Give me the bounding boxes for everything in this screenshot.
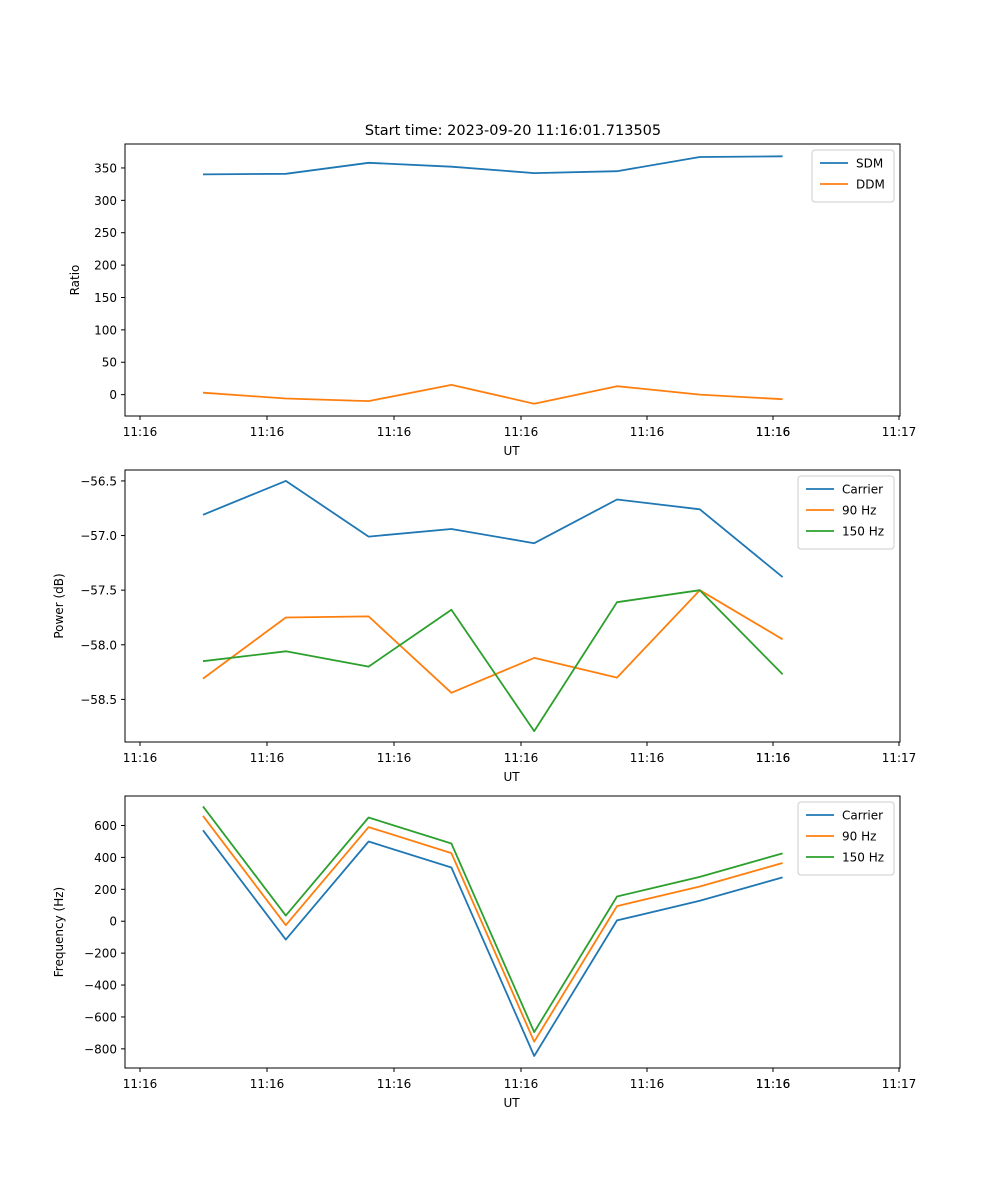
y-axis-label: Frequency (Hz) — [52, 887, 66, 978]
y-tick-label: 0 — [109, 388, 117, 402]
y-tick-label: 100 — [94, 323, 117, 337]
x-tick-label: 11:16 — [630, 751, 665, 765]
y-tick-label: 200 — [94, 259, 117, 273]
x-tick-label: 11:16 — [250, 425, 285, 439]
y-axis-label: Power (dB) — [52, 573, 66, 638]
plot-frame — [124, 143, 901, 417]
subplot-3: −800 −600 −400 −200 0 200 400 600 11:16 11:16 11:1… — [52, 795, 917, 1110]
x-tick-label: 11:16 — [504, 751, 539, 765]
x-tick-label: 11:16 — [504, 1077, 539, 1091]
y-tick-label: −58.0 — [80, 638, 117, 652]
x-tick-label-end: 11:17 — [882, 751, 917, 765]
x-tick-label-end: 11:17 — [882, 425, 917, 439]
series-line-90-hz — [202, 815, 783, 1043]
legend: Carrier 90 Hz 150 Hz — [797, 801, 895, 876]
x-tick-label: 11:16 — [756, 425, 791, 439]
legend-entry: 150 Hz — [842, 525, 884, 539]
x-tick-label: 11:16 — [377, 751, 412, 765]
series-line-carrier — [202, 829, 783, 1057]
y-tick-label: −56.5 — [80, 474, 117, 488]
x-axis-label: UT — [503, 444, 520, 458]
legend-entry: 90 Hz — [842, 830, 876, 844]
y-tick-label: −600 — [84, 1010, 117, 1024]
series-line-150-hz — [202, 589, 784, 732]
y-tick-label: 250 — [94, 226, 117, 240]
x-tick-label: 11:16 — [504, 425, 539, 439]
x-tick-label: 11:16 — [250, 751, 285, 765]
subplot-2: −58.5 −58.0 −57.5 −57.0 −56.5 11:16 11:16 11:16… — [52, 469, 917, 784]
legend-entry: 150 Hz — [842, 851, 884, 865]
series-line-carrier — [202, 479, 784, 578]
series-line-90-hz — [202, 589, 784, 694]
y-tick-label: 50 — [102, 356, 117, 370]
series-line-150-hz — [202, 805, 783, 1033]
y-tick-label: 300 — [94, 194, 117, 208]
x-tick-label: 11:16 — [123, 1077, 158, 1091]
legend-entry: DDM — [856, 178, 885, 192]
x-tick-label: 11:16 — [250, 1077, 285, 1091]
y-tick-label: 150 — [94, 291, 117, 305]
y-tick-label: 400 — [94, 851, 117, 865]
x-tick-label-end: 11:17 — [882, 1077, 917, 1091]
legend-entry: SDM — [856, 157, 883, 171]
subplot-1: 0 50 100 150 200 250 300 350 11:16 11:16 11:16 11:1… — [68, 143, 917, 458]
y-tick-label: 350 — [94, 161, 117, 175]
legend-entry: Carrier — [842, 483, 883, 497]
legend-entry: 90 Hz — [842, 504, 876, 518]
legend-entry: Carrier — [842, 809, 883, 823]
x-tick-label: 11:16 — [123, 751, 158, 765]
y-tick-label: −200 — [84, 947, 117, 961]
x-tick-label: 11:16 — [756, 751, 791, 765]
x-tick-label: 11:16 — [377, 1077, 412, 1091]
y-tick-label: −400 — [84, 979, 117, 993]
x-tick-label: 11:16 — [630, 425, 665, 439]
y-tick-label: −58.5 — [80, 693, 117, 707]
x-tick-label: 11:16 — [123, 425, 158, 439]
figure-title: Start time: 2023-09-20 11:16:01.713505 — [365, 123, 661, 139]
x-axis-label: UT — [503, 770, 520, 784]
series-line-ddm — [202, 383, 783, 405]
legend: Carrier 90 Hz 150 Hz — [797, 475, 895, 550]
y-tick-label: 0 — [109, 915, 117, 929]
y-tick-label: −800 — [84, 1042, 117, 1056]
y-tick-label: −57.0 — [80, 529, 117, 543]
plot-frame — [124, 469, 901, 743]
x-tick-label: 11:16 — [377, 425, 412, 439]
y-tick-label: 600 — [94, 819, 117, 833]
x-tick-label: 11:16 — [756, 425, 791, 439]
y-tick-label: −57.5 — [80, 584, 117, 598]
x-axis-label: UT — [503, 1096, 520, 1110]
x-tick-label: 11:16 — [756, 751, 791, 765]
legend: SDM DDM — [811, 149, 895, 203]
x-tick-label: 11:16 — [630, 1077, 665, 1091]
subplots: 0 50 100 150 200 250 300 350 11:16 11:16 11:16 11:1… — [52, 143, 917, 1110]
series-line-sdm — [202, 155, 783, 176]
x-tick-label: 11:16 — [756, 1077, 791, 1091]
x-tick-label: 11:16 — [756, 1077, 791, 1091]
y-tick-label: 200 — [94, 883, 117, 897]
y-axis-label: Ratio — [68, 265, 82, 296]
plot-frame — [124, 795, 901, 1069]
